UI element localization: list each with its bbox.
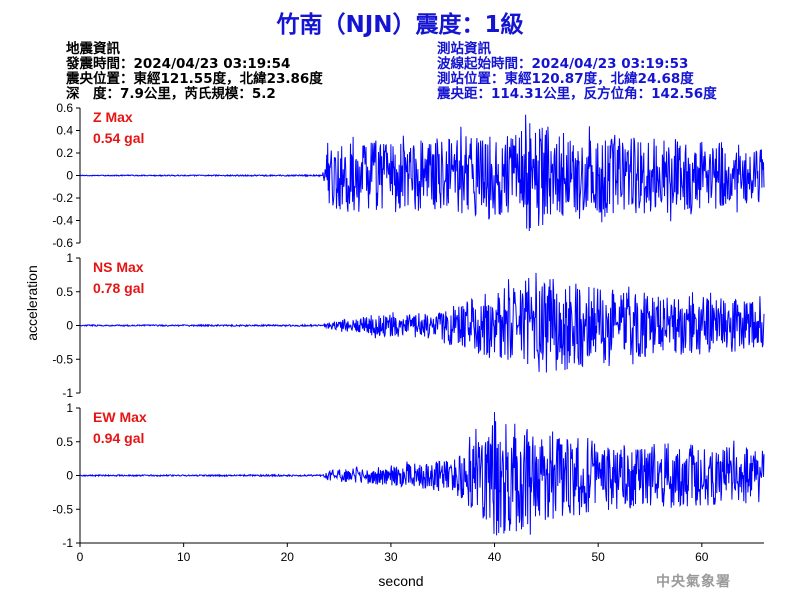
x-tick-label: 0 [77, 550, 84, 564]
x-tick-label: 30 [384, 550, 398, 564]
epicentral-distance: 震央距：114.31公里，反方位角：142.56度 [437, 86, 717, 102]
z-y-tick-label: 0.2 [56, 146, 73, 160]
z-y-tick-label: 0 [66, 169, 73, 183]
ew-max-title: EW Max [93, 409, 147, 425]
ew-y-tick-label: -1 [62, 536, 73, 550]
ns-max-title: NS Max [93, 259, 144, 275]
x-tick-label: 50 [592, 550, 606, 564]
origin-time: 發震時間：2024/04/23 03:19:54 [66, 56, 291, 72]
z-waveform-trace [79, 114, 765, 232]
x-tick-label: 10 [177, 550, 191, 564]
page-title: 竹南（NJN）震度：1級 [276, 12, 524, 38]
ns-y-tick-label: -0.5 [52, 352, 73, 366]
depth-magnitude: 深 度：7.9公里，芮氏規模：5.2 [66, 86, 276, 102]
x-tick-label: 20 [281, 550, 295, 564]
wave-start-time: 波線起始時間：2024/04/23 03:19:53 [437, 56, 689, 72]
y-axis-label: acceleration [24, 265, 40, 341]
station-location: 測站位置：東經120.87度，北緯24.68度 [437, 71, 694, 87]
ew-max-value: 0.94 gal [93, 430, 145, 446]
x-tick-label: 60 [695, 550, 709, 564]
z-y-tick-label: -0.6 [52, 236, 73, 250]
x-tick-label: 40 [488, 550, 502, 564]
ew-y-tick-label: 1 [66, 401, 73, 415]
ew-y-tick-label: 0.5 [56, 435, 73, 449]
z-y-tick-label: -0.2 [52, 191, 73, 205]
ew-y-tick-label: 0 [66, 469, 73, 483]
ns-waveform-trace [79, 272, 765, 373]
ew-y-tick-label: -0.5 [52, 502, 73, 516]
x-axis-label: second [378, 573, 423, 589]
z-y-tick-label: -0.4 [52, 214, 73, 228]
quake-info-heading: 地震資訊 [66, 41, 120, 57]
station-info-heading: 測站資訊 [437, 41, 491, 57]
ns-y-tick-label: -1 [62, 386, 73, 400]
epicenter: 震央位置：東經121.55度，北緯23.86度 [66, 71, 323, 87]
ns-max-value: 0.78 gal [93, 280, 145, 296]
agency-watermark: 中央氣象署 [656, 574, 731, 590]
z-y-tick-label: 0.4 [56, 124, 73, 138]
ns-y-tick-label: 1 [66, 251, 73, 265]
ew-waveform-trace [79, 412, 765, 536]
z-y-tick-label: 0.6 [56, 101, 73, 115]
ns-y-tick-label: 0 [66, 319, 73, 333]
ns-y-tick-label: 0.5 [56, 285, 73, 299]
z-max-value: 0.54 gal [93, 130, 145, 146]
z-max-title: Z Max [93, 109, 133, 125]
